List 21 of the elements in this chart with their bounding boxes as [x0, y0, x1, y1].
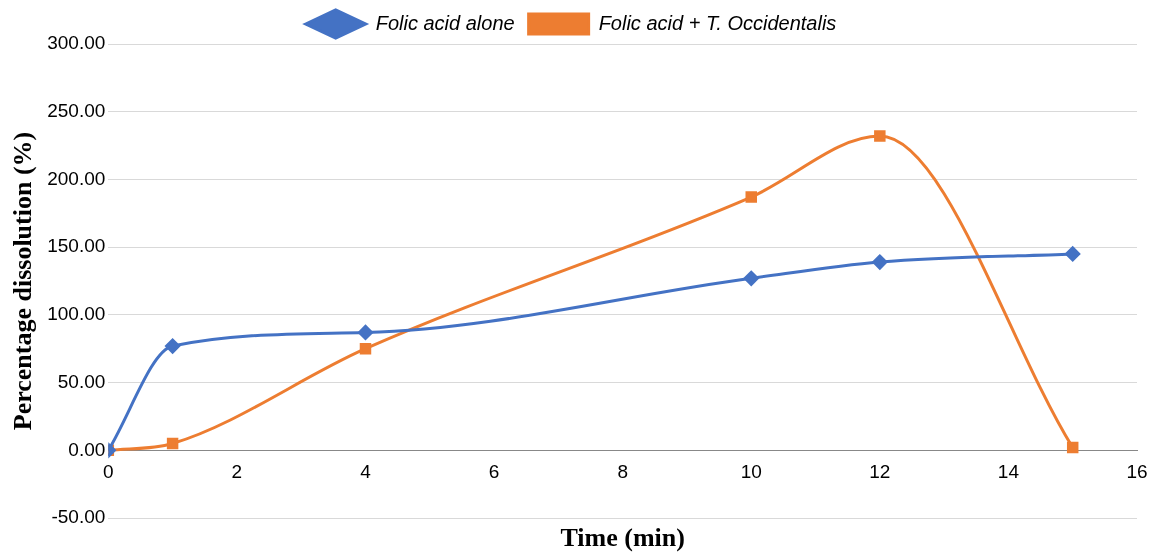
y-tick-label: 250.00	[47, 99, 106, 121]
y-tick-label: 300.00	[47, 32, 106, 54]
x-tick-label: 16	[1126, 460, 1148, 482]
x-tick-label: 2	[231, 460, 243, 482]
y-tick-label: 50.00	[57, 370, 106, 392]
x-tick-label: 14	[997, 460, 1020, 482]
y-tick-label: 200.00	[47, 167, 106, 189]
x-tick-label: 10	[740, 460, 762, 482]
y-axis-title: Percentage dissolution (%)	[8, 131, 38, 431]
x-tick-label: 8	[617, 460, 628, 482]
y-tick-label: 0.00	[68, 438, 106, 460]
legend-label: Folic acid alone	[375, 11, 515, 34]
x-tick-label: 4	[360, 460, 372, 482]
legend-label: Folic acid + T. Occidentalis	[598, 11, 837, 34]
x-axis-title: Time (min)	[560, 522, 685, 552]
y-tick-label: 100.00	[47, 303, 106, 325]
y-tick-label: -50.00	[51, 506, 106, 528]
y-tick-label: 150.00	[47, 235, 106, 257]
x-tick-label: 0	[103, 460, 114, 482]
x-tick-label: 12	[869, 460, 891, 482]
x-tick-label: 6	[488, 460, 500, 482]
